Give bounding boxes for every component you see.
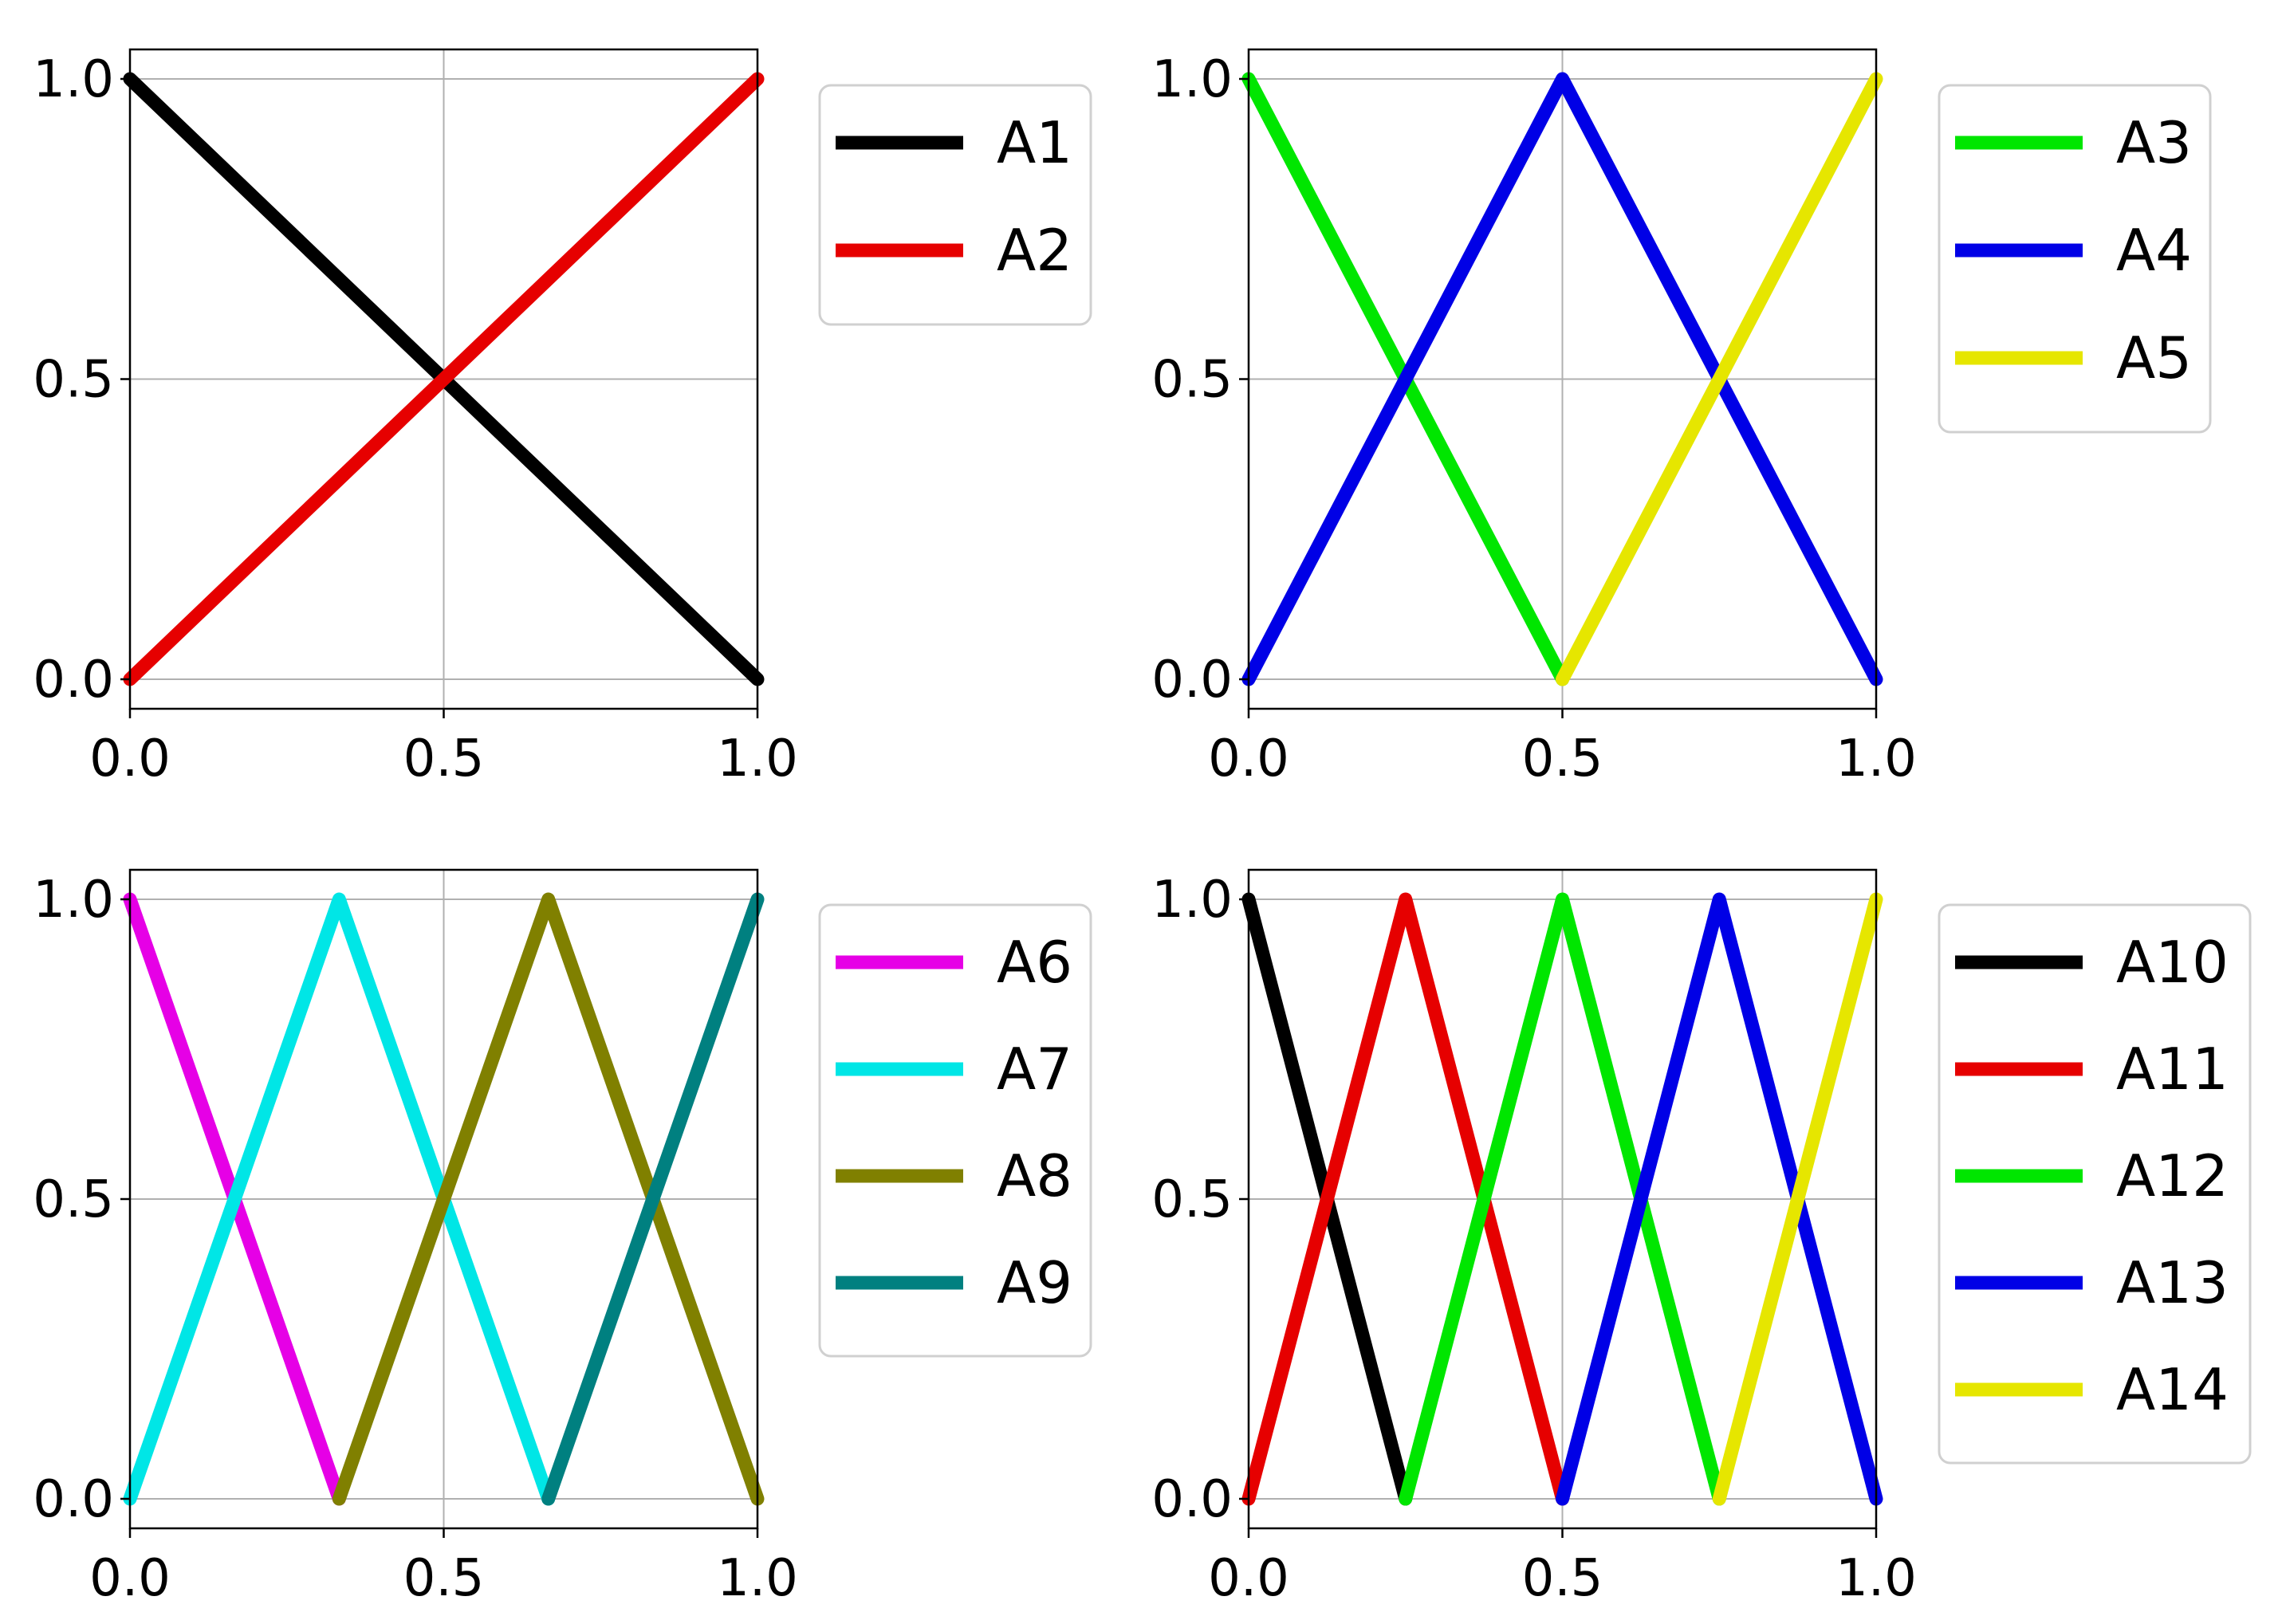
legend-label-A9: A9: [997, 1249, 1072, 1316]
legend-label-A5: A5: [2116, 324, 2192, 391]
series-line-A12: [1399, 892, 1726, 1506]
x-tick-label: 0.5: [403, 1549, 485, 1608]
chart-panel-2: 0.0 0.5 1.0 0.0 0.5 1.0 A3 A4 A5: [1151, 48, 2212, 788]
legend-label-A2: A2: [997, 217, 1072, 284]
legend-label-A12: A12: [2116, 1142, 2229, 1209]
y-tick-label: 0.0: [33, 1470, 114, 1529]
series-line-A2: [123, 72, 765, 686]
y-tick-label: 0.5: [1151, 351, 1233, 410]
x-tick-label: 1.0: [1835, 729, 1917, 788]
x-tick-label: 1.0: [717, 729, 798, 788]
grid: [1248, 870, 1877, 1528]
legend-label-A1: A1: [997, 109, 1072, 176]
y-tick-label: 0.0: [33, 651, 114, 710]
legend: A3 A4 A5: [1938, 84, 2212, 434]
legend: A1 A2: [818, 84, 1092, 326]
legend-label-A11: A11: [2116, 1036, 2229, 1103]
x-tick-label: 0.5: [1522, 729, 1603, 788]
legend-label-A6: A6: [997, 929, 1072, 996]
y-tick-label: 1.0: [1151, 50, 1233, 109]
series-line-A9: [541, 892, 765, 1506]
y-tick-label: 0.0: [1151, 651, 1233, 710]
y-tick-label: 1.0: [1151, 871, 1233, 930]
legend: A6 A7 A8 A9: [818, 903, 1092, 1358]
x-tick-label: 0.0: [1208, 729, 1289, 788]
x-tick-label: 0.0: [1208, 1549, 1289, 1608]
grid: [1248, 49, 1877, 709]
chart-panel-4: 0.0 0.5 1.0 0.0 0.5 1.0 A10 A11 A12 A13 A14: [1151, 868, 2252, 1608]
series-group: [123, 892, 765, 1506]
legend: A10 A11 A12 A13 A14: [1938, 903, 2252, 1465]
series-line-A5: [1556, 72, 1883, 686]
legend-label-A13: A13: [2116, 1249, 2229, 1316]
series-line-A13: [1556, 892, 1883, 1506]
chart-panel-3: 0.0 0.5 1.0 0.0 0.5 1.0 A6 A7 A8 A9: [33, 868, 1092, 1608]
legend-label-A3: A3: [2116, 109, 2192, 176]
y-tick-label: 1.0: [33, 871, 114, 930]
x-tick-label: 1.0: [717, 1549, 798, 1608]
legend-box: [1938, 903, 2252, 1465]
series-group: [1241, 72, 1883, 686]
series-line-A7: [123, 892, 556, 1506]
y-tick-label: 0.5: [33, 1170, 114, 1229]
legend-box: [818, 903, 1092, 1358]
series-group: [1241, 892, 1883, 1506]
y-tick-label: 0.5: [33, 351, 114, 410]
legend-label-A7: A7: [997, 1036, 1072, 1103]
legend-label-A10: A10: [2116, 929, 2229, 996]
series-group: [123, 72, 765, 686]
legend-label-A8: A8: [997, 1142, 1072, 1209]
y-tick-label: 0.0: [1151, 1470, 1233, 1529]
series-line-A11: [1241, 892, 1569, 1506]
x-tick-label: 0.5: [403, 729, 485, 788]
x-tick-label: 1.0: [1835, 1549, 1917, 1608]
y-tick-label: 1.0: [33, 50, 114, 109]
legend-box: [1938, 84, 2212, 434]
series-line-A8: [332, 892, 765, 1506]
series-line-A14: [1712, 892, 1883, 1506]
chart-panel-1: 0.0 0.5 1.0 0.0 0.5 1.0 A1 A2: [33, 48, 1092, 788]
x-tick-label: 0.0: [89, 1549, 171, 1608]
x-tick-label: 0.5: [1522, 1549, 1603, 1608]
legend-label-A4: A4: [2116, 217, 2192, 284]
legend-label-A14: A14: [2116, 1356, 2229, 1423]
x-tick-label: 0.0: [89, 729, 171, 788]
series-line-A4: [1241, 72, 1883, 686]
y-tick-label: 0.5: [1151, 1170, 1233, 1229]
